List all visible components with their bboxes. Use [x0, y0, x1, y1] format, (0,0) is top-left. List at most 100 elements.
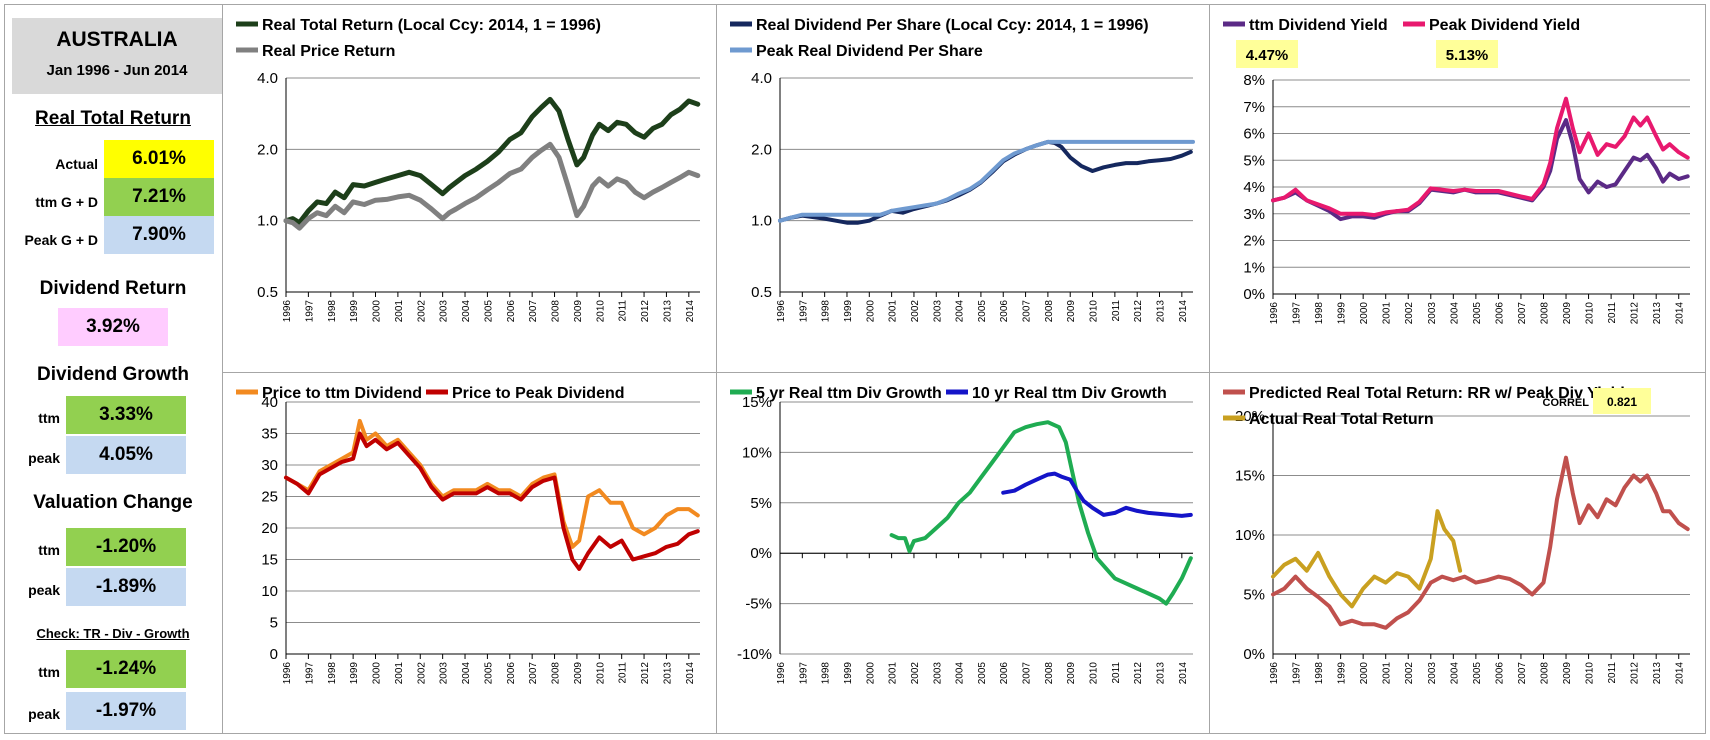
vc-peak-label: peak [28, 582, 60, 598]
y-tick-label: 15% [1235, 468, 1265, 485]
x-tick-label: 2002 [416, 300, 427, 323]
rtr-peak-value: 7.90% [104, 216, 214, 254]
x-tick-label: 2004 [1449, 662, 1460, 685]
y-tick-label: 6% [1243, 126, 1265, 143]
series-line [889, 420, 1193, 606]
x-tick-label: 2009 [1562, 302, 1573, 325]
x-tick-label: 2014 [1178, 662, 1189, 685]
chart-svg: 15% 10% 5% 0% -5% -10% 1996 1997 1998 1999 2000 200… [730, 385, 1193, 685]
y-tick-label: 1.0 [257, 213, 278, 230]
y-tick-label: 30 [261, 457, 278, 474]
y-tick-label: 5% [750, 495, 772, 512]
x-tick-label: 2010 [1089, 662, 1100, 685]
y-tick-label: 35 [261, 426, 278, 443]
x-tick-label: 2002 [1404, 662, 1415, 685]
legend-label: Peak Dividend Yield [1429, 17, 1580, 34]
x-tick-label: 2012 [1133, 662, 1144, 685]
x-tick-label: 1999 [843, 662, 854, 685]
x-tick-label: 2011 [1607, 662, 1618, 684]
y-tick-label: 0% [750, 545, 772, 562]
x-tick-label: 2008 [1044, 300, 1055, 323]
x-tick-label: 2012 [1133, 300, 1144, 323]
x-tick-label: 1998 [1314, 302, 1325, 325]
x-tick-label: 2013 [1156, 662, 1167, 685]
correl-box [1593, 388, 1651, 414]
x-tick-label: 2001 [1382, 302, 1393, 325]
x-tick-label: 2010 [595, 300, 606, 323]
x-tick-label: 2007 [528, 300, 539, 323]
vc-peak-value: -1.89% [66, 568, 186, 606]
y-tick-label: 0% [1243, 646, 1265, 663]
chart-dividend-growth: 15% 10% 5% 0% -5% -10% 1996 1997 1998 1999 2000 200… [718, 374, 1207, 736]
y-tick-label: 15 [261, 552, 278, 569]
correl-value: 0.821 [1607, 395, 1637, 409]
divider [222, 4, 223, 734]
x-tick-label: 2009 [1066, 300, 1077, 323]
country-name: AUSTRALIA [56, 28, 178, 51]
legend-label: ttm Dividend Yield [1249, 17, 1388, 34]
x-tick-label: 1996 [282, 300, 293, 323]
chart-price-to-dividend: 40 35 30 25 20 15 10 5 0 1996 1997 1998 1999 2000 2001… [224, 374, 714, 736]
legend-label: Predicted Real Total Return: RR w/ Peak … [1249, 385, 1625, 402]
y-tick-label: 0% [1243, 286, 1265, 303]
x-tick-label: 1999 [843, 300, 854, 323]
x-tick-label: 1999 [1337, 662, 1348, 685]
x-tick-label: 1996 [776, 300, 787, 323]
x-tick-label: 2010 [1089, 300, 1100, 323]
dividend-return-value: 3.92% [58, 308, 168, 346]
y-tick-label: 4.0 [257, 70, 278, 87]
x-tick-label: 2006 [506, 300, 517, 323]
y-tick-label: 10 [261, 583, 278, 600]
x-tick-label: 1996 [776, 662, 787, 685]
x-tick-label: 2009 [573, 662, 584, 685]
x-tick-label: 2013 [1156, 300, 1167, 323]
x-tick-label: 2001 [888, 300, 899, 323]
series-line [1271, 455, 1690, 630]
y-tick-label: 10% [1235, 527, 1265, 544]
x-tick-label: 2004 [461, 300, 472, 323]
vc-ttm-label: ttm [38, 542, 60, 558]
chart-svg: 8% 7% 6% 5% 4% 3% 2% 1% 0% 1996 1997 1998 1999 2000 20… [1223, 17, 1690, 325]
correl-label: CORREL [1543, 397, 1590, 409]
x-tick-label: 1997 [304, 662, 315, 685]
y-tick-label: 2.0 [257, 141, 278, 158]
x-tick-label: 2008 [1539, 662, 1550, 685]
x-tick-label: 2009 [573, 300, 584, 323]
x-tick-label: 2000 [865, 662, 876, 685]
y-tick-label: 1.0 [751, 213, 772, 230]
y-tick-label: 4% [1243, 179, 1265, 196]
check-peak-label: peak [28, 706, 60, 722]
x-tick-label: 2003 [932, 662, 943, 685]
chart-dividend-yield: 8% 7% 6% 5% 4% 3% 2% 1% 0% 1996 1997 1998 1999 2000 20… [1211, 6, 1704, 370]
x-tick-label: 2010 [595, 662, 606, 685]
x-tick-label: 2005 [483, 300, 494, 323]
x-tick-label: 2005 [977, 662, 988, 685]
x-tick-label: 2003 [1427, 302, 1438, 325]
dg-ttm-label: ttm [38, 410, 60, 426]
x-tick-label: 2007 [1517, 302, 1528, 325]
legend-label: Price to ttm Dividend [262, 385, 422, 402]
vc-ttm-value: -1.20% [66, 528, 186, 566]
dg-peak-value: 4.05% [66, 436, 186, 474]
y-tick-label: 2% [1243, 233, 1265, 250]
x-tick-label: 1997 [304, 300, 315, 323]
series-line [1001, 471, 1193, 518]
x-tick-label: 2007 [1022, 662, 1033, 685]
x-tick-label: 2008 [551, 300, 562, 323]
x-tick-label: 2012 [640, 662, 651, 685]
x-tick-label: 2004 [955, 300, 966, 323]
x-tick-label: 2012 [1630, 302, 1641, 325]
x-tick-label: 2000 [372, 300, 383, 323]
legend-label: Peak Real Dividend Per Share [756, 43, 983, 60]
series-line [778, 139, 1193, 225]
chart-svg: 4.0 2.0 1.0 0.5 1996 1997 1998 1999 2000 2001 2002… [730, 17, 1195, 323]
rtr-peak-label: Peak G + D [24, 232, 98, 248]
x-tick-label: 2000 [372, 662, 383, 685]
x-tick-label: 2001 [1382, 662, 1393, 685]
x-tick-label: 1997 [798, 662, 809, 685]
chart-svg: 4.0 2.0 1.0 0.5 1996 1997 1998 1999 2000 2001 2002… [236, 17, 701, 323]
x-tick-label: 2014 [1675, 302, 1686, 325]
chart-predicted-vs-actual-return: 20% 15% 10% 5% 0% 1996 1997 1998 1999 2000 2001 200… [1211, 374, 1704, 736]
x-tick-label: 1996 [1269, 662, 1280, 685]
dividend-return-heading: Dividend Return [39, 278, 187, 299]
